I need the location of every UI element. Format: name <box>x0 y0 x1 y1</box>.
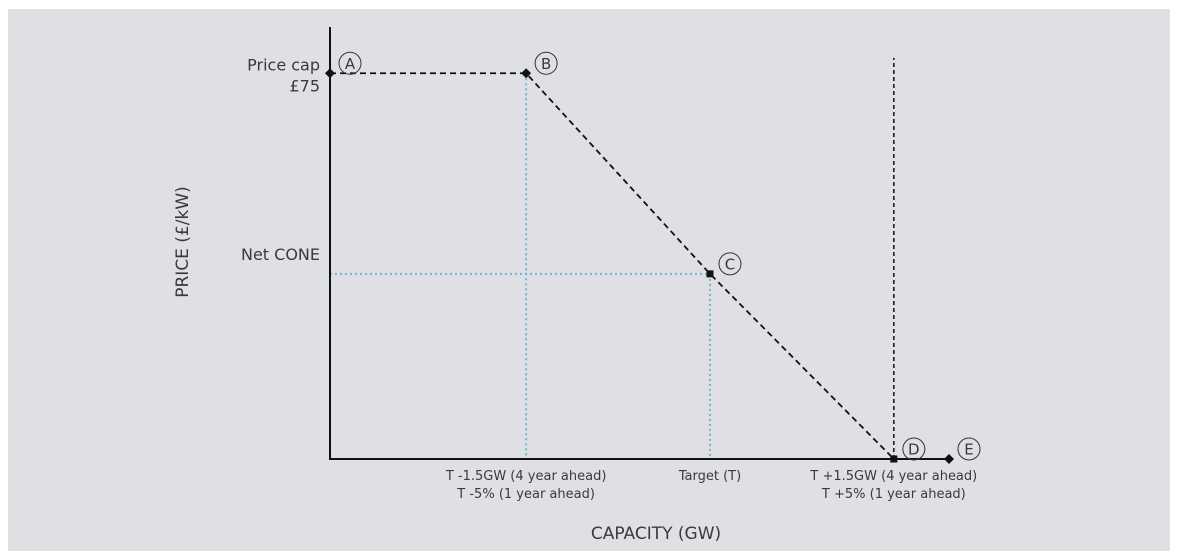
y-tick-label-1: Net CONE <box>241 245 320 264</box>
x-tick-label-2: T +1.5GW (4 year ahead) T +5% (1 year ahe… <box>809 469 977 502</box>
point-c-label-circle <box>718 252 742 276</box>
point-b-label: B <box>541 55 551 73</box>
x-axis-title: CAPACITY (GW) <box>591 524 721 544</box>
point-e-label: E <box>964 441 973 459</box>
x-tick-label-0: T -1.5GW (4 year ahead) T -5% (1 year ahe… <box>445 469 607 502</box>
chart-background: A B C D E Price cap £75 Net CONE T -1.5GW (4 yea… <box>8 9 1170 551</box>
point-e-label-circle <box>957 437 981 461</box>
demand-curve-chart: A B C D E Price cap £75 Net CONE T -1.5GW (4 yea… <box>173 27 981 544</box>
x-tick-label-1: Target (T) <box>678 469 741 484</box>
point-c-label: C <box>725 255 735 273</box>
point-a-marker <box>325 68 335 79</box>
point-b-marker <box>521 68 532 79</box>
point-c-marker <box>706 270 714 278</box>
point-a-label-circle <box>338 51 362 75</box>
point-b-label-circle <box>534 51 558 75</box>
y-axis-title: PRICE (£/kW) <box>173 186 193 298</box>
point-e-marker <box>944 454 954 464</box>
y-tick-label-0: Price cap £75 <box>247 55 320 95</box>
point-d-label: D <box>908 441 920 459</box>
point-d-marker <box>890 455 898 463</box>
point-d-label-circle <box>902 437 926 461</box>
demand-curve-line <box>330 72 949 460</box>
point-a-label: A <box>345 55 356 73</box>
